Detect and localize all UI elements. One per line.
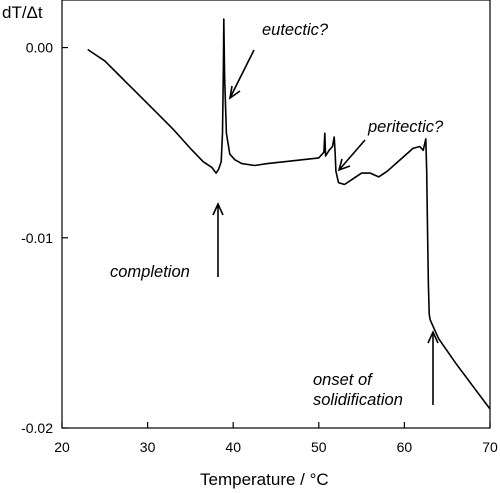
arrow-peritectic — [338, 139, 366, 171]
arrow-peritectic-head — [337, 158, 351, 172]
arrow-completion-head — [212, 202, 224, 216]
x-tick-label: 40 — [225, 439, 241, 455]
x-tick-label: 60 — [397, 439, 413, 455]
arrow-eutectic-head — [228, 85, 241, 100]
arrow-solidification-head — [427, 330, 439, 344]
y-tick-label: -0.02 — [21, 420, 53, 436]
y-axis-ticks: 0.00 -0.01 -0.02 — [21, 40, 68, 436]
annotation-completion: completion — [110, 263, 190, 281]
x-tick-label: 70 — [482, 439, 498, 455]
arrow-eutectic — [229, 49, 255, 99]
annotation-peritectic: peritectic? — [367, 118, 444, 136]
annotation-eutectic: eutectic? — [262, 21, 329, 39]
x-axis-title: Temperature / °C — [200, 470, 329, 489]
annotation-solidification: solidification — [313, 391, 403, 409]
y-axis-title: dT/Δt — [2, 3, 43, 22]
plot-frame — [61, 0, 491, 429]
x-axis-ticks: 20 30 40 50 60 70 — [54, 422, 498, 455]
series-line — [87, 18, 491, 410]
annotation-onset-of: onset of — [313, 371, 374, 389]
x-tick-label: 20 — [54, 439, 70, 455]
y-tick-label: -0.01 — [21, 230, 53, 246]
y-tick-label: 0.00 — [26, 40, 53, 56]
x-tick-label: 50 — [311, 439, 327, 455]
annotation-arrows — [212, 49, 439, 405]
x-tick-label: 30 — [140, 439, 156, 455]
